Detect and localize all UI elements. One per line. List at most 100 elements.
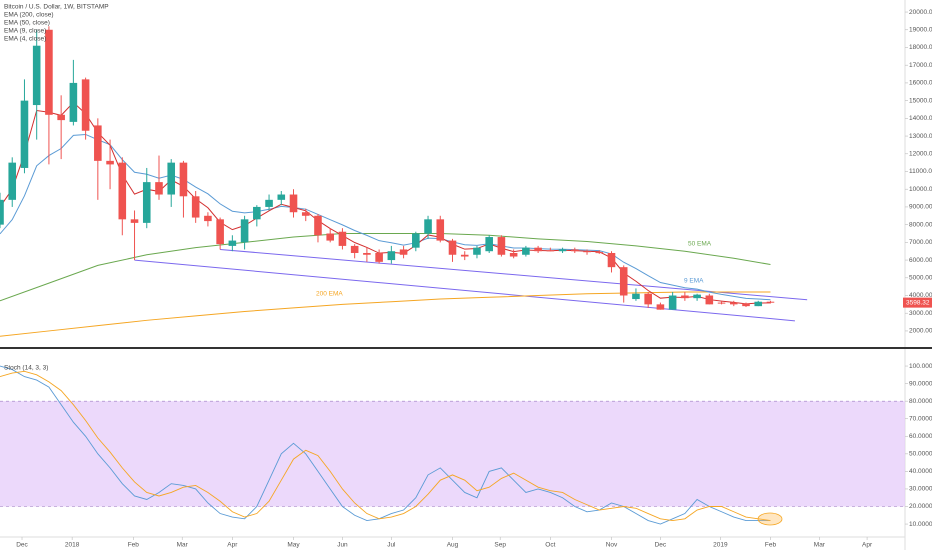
legend-entry: EMA (4, close) — [4, 36, 46, 43]
y-tick-label: 90.0000 — [909, 380, 932, 387]
candle-body — [179, 162, 188, 197]
candle-body — [81, 79, 90, 131]
candle-body — [32, 45, 41, 106]
y-tick-label: 10.0000 — [909, 521, 932, 528]
candle-body — [717, 302, 726, 304]
candle-body — [729, 302, 738, 305]
y-tick-label: 13000.00 — [909, 133, 932, 140]
candle-body — [583, 251, 591, 253]
trendline — [220, 248, 808, 301]
candle-body — [142, 182, 151, 223]
candle-body — [314, 215, 322, 236]
candle-body — [509, 252, 518, 257]
candle-body — [118, 162, 127, 220]
candle-body — [436, 219, 445, 241]
candle-body — [522, 247, 530, 255]
highlight-ellipse — [757, 512, 783, 526]
y-tick-label: 9000.00 — [909, 204, 932, 211]
candle-body — [399, 249, 408, 255]
candle-body — [619, 267, 628, 296]
y-tick-label: 16000.00 — [909, 80, 932, 87]
y-tick-label: 100.0000 — [909, 363, 932, 370]
candle-body — [20, 100, 29, 168]
candle-body — [668, 295, 677, 310]
candle-body — [155, 182, 163, 195]
candle-body — [69, 82, 78, 122]
candle-body — [301, 212, 310, 216]
candle-body — [558, 249, 567, 252]
candle-body — [632, 293, 640, 300]
y-tick-label: 50.0000 — [909, 451, 932, 458]
y-tick-label: 10000.00 — [909, 186, 932, 193]
candle-body — [57, 114, 65, 121]
candle-body — [473, 247, 481, 255]
y-tick-label: 20.0000 — [909, 503, 932, 510]
y-tick-label: 8000.00 — [909, 221, 932, 228]
candle-body — [460, 254, 469, 257]
ema-line — [0, 133, 771, 301]
candle-body — [8, 162, 17, 200]
legend-entry: EMA (50, close) — [4, 20, 50, 27]
y-tick-label: 14000.00 — [909, 115, 932, 122]
x-tick-label: Aug — [447, 542, 459, 549]
candle-body — [497, 237, 506, 255]
candle-body — [375, 252, 383, 262]
ema-line — [0, 233, 771, 302]
y-tick-label: 6000.00 — [909, 257, 932, 264]
y-tick-label: 80.0000 — [909, 398, 932, 405]
stoch-line — [0, 370, 771, 522]
candle-body — [571, 249, 579, 252]
candle-body — [546, 250, 555, 252]
candle-body — [387, 251, 396, 261]
x-tick-label: Dec — [16, 542, 28, 549]
y-tick-label: 11000.00 — [909, 168, 932, 175]
x-tick-label: Feb — [765, 542, 777, 549]
y-tick-label: 17000.00 — [909, 62, 932, 69]
x-tick-label: 2019 — [713, 542, 728, 549]
candle-body — [412, 233, 420, 248]
y-tick-label: 7000.00 — [909, 239, 932, 246]
x-tick-label: 2018 — [65, 542, 80, 549]
candle-body — [326, 233, 334, 241]
candle-body — [265, 199, 273, 207]
x-tick-label: Oct — [545, 542, 555, 549]
last-price-badge — [903, 297, 932, 308]
x-tick-label: Jul — [387, 542, 396, 549]
y-tick-label: 18000.00 — [909, 44, 932, 51]
stoch-line — [0, 365, 771, 525]
candle-body — [705, 295, 714, 305]
candle-body — [595, 252, 604, 254]
candle-body — [216, 219, 224, 245]
candle-body — [45, 29, 53, 115]
trendline — [134, 259, 795, 322]
candle-body — [277, 194, 286, 200]
chart-title: Bitcoin / U.S. Dollar, 1W, BITSTAMP — [4, 4, 109, 11]
candle-body — [289, 194, 298, 213]
plot-layer: 2000.00 3000.00 4000.00 5000.00 6000.00 7000.… — [0, 9, 932, 549]
ema-annotation: 200 EMA — [316, 291, 343, 298]
candle-body — [130, 219, 139, 223]
y-tick-label: 5000.00 — [909, 275, 932, 282]
y-tick-label: 19000.00 — [909, 26, 932, 33]
y-tick-label: 15000.00 — [909, 97, 932, 104]
y-tick-label: 4000.00 — [909, 292, 932, 299]
y-tick-label: 3000.00 — [909, 310, 932, 317]
candle-body — [644, 293, 652, 305]
last-price-label: 3598.32 — [906, 299, 930, 306]
candle-body — [534, 247, 542, 252]
x-tick-label: Sep — [494, 542, 506, 549]
candle-body — [253, 206, 261, 220]
legend-entry: EMA (200, close) — [4, 12, 54, 19]
candle-body — [94, 125, 102, 161]
candle-body — [681, 295, 689, 299]
y-tick-label: 40.0000 — [909, 468, 932, 475]
x-tick-label: Apr — [862, 542, 873, 549]
candle-body — [363, 252, 371, 255]
candle-body — [228, 240, 237, 246]
ema-line — [0, 101, 771, 305]
candle-body — [656, 304, 665, 310]
candle-body — [350, 245, 359, 253]
candle-body — [0, 199, 4, 225]
y-tick-label: 60.0000 — [909, 433, 932, 440]
